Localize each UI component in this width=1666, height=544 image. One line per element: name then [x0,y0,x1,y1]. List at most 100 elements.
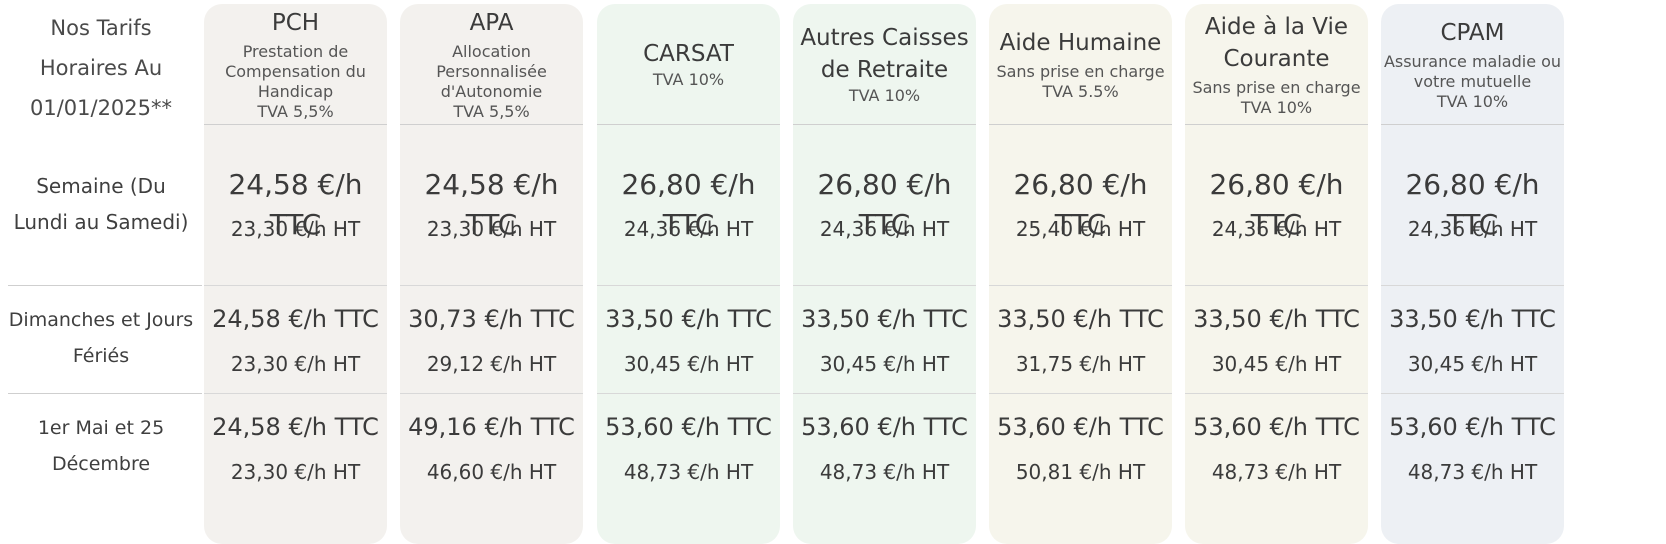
column-tva: TVA 5,5% [453,101,530,121]
price-ttc: 33,50 €/h TTC [801,305,968,333]
tariff-column: APA Allocation Personnalisée d'Autonomie TVA… [400,4,583,544]
price-cell: 53,60 €/h TTC 50,81 €/h HT [989,394,1172,534]
column-title: CPAM [1440,17,1504,49]
column-title-line: CARSAT [643,41,734,67]
row-divider [597,285,780,286]
price-ht: 24,36 €/h HT [623,217,754,241]
price-cell: 49,16 €/h TTC 46,60 €/h HT [400,394,583,534]
price-ttc: 33,50 €/h TTC [997,305,1164,333]
tariff-column: CPAM Assurance maladie ou votre mutuelle TV… [1381,4,1564,544]
row-label: Semaine (Du Lundi au Samedi) [0,168,202,240]
column-header-divider [597,124,780,125]
column-tva: TVA 5.5% [1042,81,1119,101]
column-title: APA [470,7,514,39]
row-label-line: Dimanches et Jours [8,309,194,331]
price-ht: 23,30 €/h HT [230,352,361,376]
column-subtitle-line: Allocation [452,41,531,61]
price-ttc: 26,80 €/h TTC [621,168,756,241]
row-label-line: Lundi au Samedi) [13,210,189,234]
price-cell: 33,50 €/h TTC 30,45 €/h HT [793,286,976,393]
row-label: Dimanches et Jours Fériés [0,302,202,374]
price-ht: 24,36 €/h HT [819,217,950,241]
column-subtitle-line: d'Autonomie [440,81,543,101]
price-ht: 48,73 €/h HT [1211,460,1342,484]
column-title-line: Autres Caisses [800,25,969,51]
row-label: 1er Mai et 25 Décembre [0,410,202,482]
price-ttc: 26,80 €/h TTC [817,168,952,241]
price-ht: 30,45 €/h HT [819,352,950,376]
price-ht: 48,73 €/h HT [623,460,754,484]
column-title-line: APA [469,9,514,36]
column-title: Autres Caisses de Retraite [800,22,968,86]
row-divider [597,393,780,394]
column-tva: TVA 10% [848,86,921,105]
column-subtitle-line: Personnalisée [436,61,547,81]
row-divider [204,393,387,394]
price-cell: 26,80 €/h TTC 24,36 €/h HT [793,130,976,285]
row-label-line: Fériés [72,345,130,367]
column-subtitle-line: Sans prise en charge [996,61,1165,81]
tariff-column: Aide Humaine Sans prise en charge TVA 5.5%… [989,4,1172,544]
row-divider [400,285,583,286]
price-ttc: 26,80 €/h TTC [1013,168,1148,241]
row-divider [1381,285,1564,286]
price-cell: 53,60 €/h TTC 48,73 €/h HT [793,394,976,534]
price-ht: 46,60 €/h HT [426,460,557,484]
tariff-column: Autres Caisses de Retraite TVA 10% 26,80 €/… [793,4,976,544]
column-subtitle-line: votre mutuelle [1413,71,1532,91]
column-header: CPAM Assurance maladie ou votre mutuelle TV… [1381,4,1564,125]
price-ttc: 26,80 €/h TTC [1209,168,1344,241]
column-subtitle: Assurance maladie ou votre mutuelle [1384,52,1561,92]
column-title: Aide Humaine [1000,27,1162,59]
price-ht: 50,81 €/h HT [1015,460,1146,484]
column-title-line: Aide Humaine [999,29,1162,56]
column-header-divider [204,124,387,125]
corner-line: Horaires Au [39,56,163,80]
price-cell: 26,80 €/h TTC 24,36 €/h HT [1381,130,1564,285]
column-subtitle-line: Handicap [257,81,334,101]
price-cell: 24,58 €/h TTC 23,30 €/h HT [204,286,387,393]
price-ttc: 30,73 €/h TTC [408,305,575,333]
price-cell: 26,80 €/h TTC 25,40 €/h HT [989,130,1172,285]
column-header-divider [1185,124,1368,125]
column-header: CARSAT TVA 10% [597,4,780,125]
price-ht: 30,45 €/h HT [1407,352,1538,376]
row-divider [1381,393,1564,394]
tariff-column: Aide à la Vie Courante Sans prise en charg… [1185,4,1368,544]
price-cell: 33,50 €/h TTC 31,75 €/h HT [989,286,1172,393]
row-divider [793,285,976,286]
price-ht: 30,45 €/h HT [1211,352,1342,376]
price-ttc: 33,50 €/h TTC [1389,305,1556,333]
column-subtitle: Prestation de Compensation du Handicap [225,42,366,102]
price-ttc: 53,60 €/h TTC [1389,413,1556,441]
price-ttc: 53,60 €/h TTC [1193,413,1360,441]
price-ttc: 26,80 €/h TTC [1405,168,1540,241]
row-divider [400,393,583,394]
price-cell: 33,50 €/h TTC 30,45 €/h HT [597,286,780,393]
row-label-line: Semaine (Du [36,174,166,198]
column-tva: TVA 10% [1436,91,1509,111]
price-ttc: 53,60 €/h TTC [605,413,772,441]
price-cell: 24,58 €/h TTC 23,30 €/h HT [400,130,583,285]
column-tva: TVA 10% [652,70,725,89]
column-header-divider [400,124,583,125]
price-ttc: 33,50 €/h TTC [605,305,772,333]
price-cell: 33,50 €/h TTC 30,45 €/h HT [1185,286,1368,393]
column-title-line: CPAM [1440,19,1505,46]
price-ht: 31,75 €/h HT [1015,352,1146,376]
price-cell: 53,60 €/h TTC 48,73 €/h HT [1381,394,1564,534]
column-subtitle-line: Assurance maladie ou [1383,51,1562,71]
price-cell: 26,80 €/h TTC 24,36 €/h HT [597,130,780,285]
column-title-line: Aide à la Vie [1204,13,1349,40]
price-ttc: 24,58 €/h TTC [424,168,559,241]
row-divider [989,393,1172,394]
row-divider [204,285,387,286]
column-header-divider [1381,124,1564,125]
corner-line: Nos Tarifs [50,16,152,40]
price-ht: 23,30 €/h HT [230,217,361,241]
column-tva: TVA 10% [1240,97,1313,117]
column-header-divider [989,124,1172,125]
column-title-line: PCH [271,9,320,36]
price-cell: 30,73 €/h TTC 29,12 €/h HT [400,286,583,393]
price-ht: 48,73 €/h HT [1407,460,1538,484]
